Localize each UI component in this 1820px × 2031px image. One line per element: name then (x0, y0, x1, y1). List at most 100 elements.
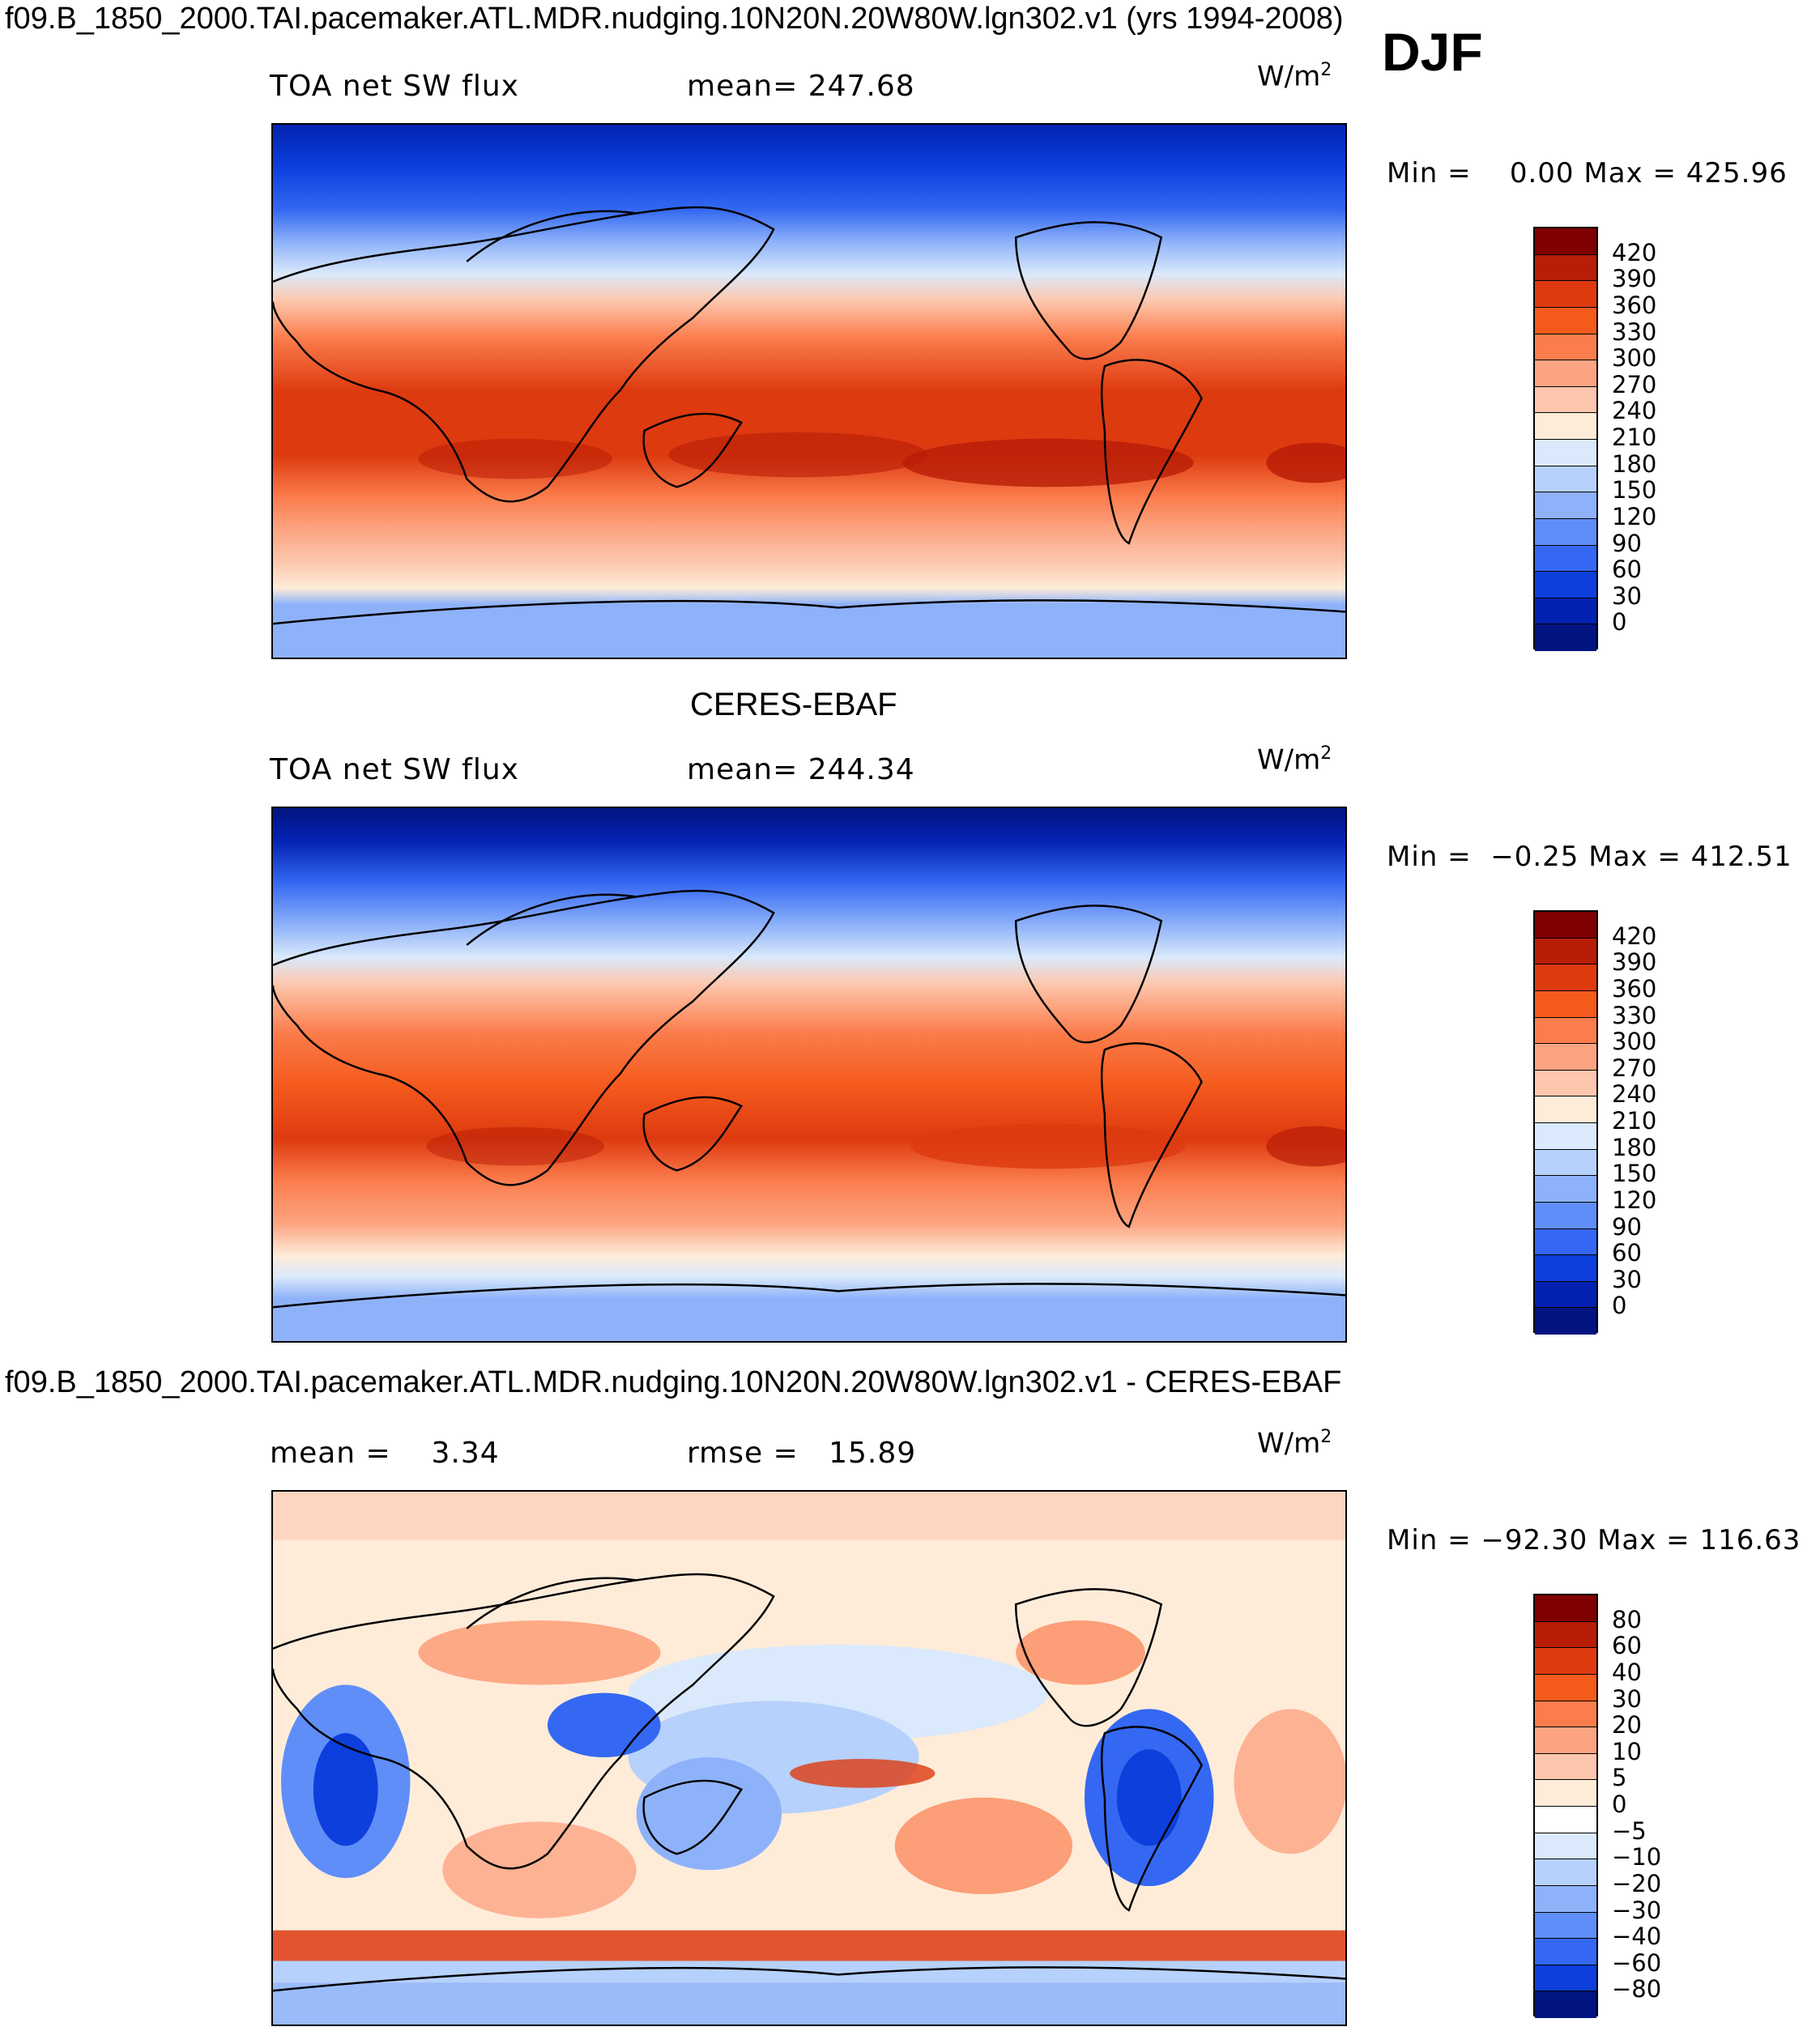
panel2-variable: TOA net SW flux (270, 753, 519, 786)
colorbar-label: 120 (1612, 502, 1657, 530)
panel1-colorbar (1533, 227, 1598, 651)
colorbar-cell (1535, 440, 1596, 466)
colorbar-label: 240 (1612, 397, 1657, 425)
colorbar-label: 270 (1612, 1054, 1657, 1082)
colorbar-cell (1535, 1939, 1596, 1965)
colorbar-cell (1535, 386, 1596, 414)
colorbar-cell (1535, 1176, 1596, 1203)
colorbar-cell (1535, 938, 1596, 965)
colorbar-cell (1535, 1648, 1596, 1675)
colorbar-cell (1535, 545, 1596, 573)
panel1-variable: TOA net SW flux (270, 70, 519, 103)
colorbar-label: 300 (1612, 344, 1657, 373)
colorbar-cell (1535, 1701, 1596, 1728)
colorbar-label: 5 (1612, 1764, 1627, 1792)
colorbar-cell (1535, 1149, 1596, 1177)
panel2-map (271, 807, 1347, 1343)
colorbar-label: 390 (1612, 265, 1657, 293)
panel3-title: f09.B_1850_2000.TAI.pacemaker.ATL.MDR.nu… (5, 1365, 1342, 1399)
season-label: DJF (1382, 22, 1483, 82)
colorbar-cell (1535, 1308, 1596, 1335)
colorbar-cell (1535, 1885, 1596, 1913)
panel3-units: W/m2 (1257, 1427, 1332, 1460)
colorbar-label: 180 (1612, 1133, 1657, 1161)
colorbar-cell (1535, 1595, 1596, 1622)
colorbar-label: 390 (1612, 948, 1657, 977)
colorbar-cell (1535, 1912, 1596, 1939)
colorbar-cell (1535, 1255, 1596, 1282)
colorbar-label: 420 (1612, 238, 1657, 266)
panel1-map (271, 123, 1347, 659)
colorbar-cell (1535, 492, 1596, 519)
colorbar-cell (1535, 281, 1596, 308)
colorbar-label: 30 (1612, 1265, 1642, 1293)
colorbar-label: 60 (1612, 1632, 1642, 1660)
colorbar-cell (1535, 1833, 1596, 1860)
colorbar-label: 0 (1612, 1790, 1627, 1818)
panel2-mean: mean= 244.34 (687, 753, 915, 786)
panel3-field (273, 1492, 1345, 2025)
colorbar-cell (1535, 1859, 1596, 1886)
colorbar-cell (1535, 1123, 1596, 1150)
panel1-field (273, 125, 1345, 658)
colorbar-label: 150 (1612, 476, 1657, 505)
colorbar-label: 60 (1612, 556, 1642, 584)
colorbar-cell (1535, 518, 1596, 546)
panel3-map (271, 1490, 1347, 2026)
colorbar-label: 60 (1612, 1239, 1642, 1267)
colorbar-cell (1535, 1096, 1596, 1123)
colorbar-cell (1535, 624, 1596, 651)
colorbar-label: 330 (1612, 1001, 1657, 1029)
panel1-units: W/m2 (1257, 60, 1332, 93)
colorbar-label: −30 (1612, 1896, 1662, 1924)
panel1-mean: mean= 247.68 (687, 70, 915, 103)
colorbar-label: 30 (1612, 581, 1642, 610)
colorbar-label: 40 (1612, 1658, 1642, 1686)
colorbar-cell (1535, 360, 1596, 387)
colorbar-cell (1535, 1807, 1596, 1833)
colorbar-label: 80 (1612, 1605, 1642, 1633)
colorbar-label: 360 (1612, 974, 1657, 1003)
colorbar-cell (1535, 1965, 1596, 1992)
colorbar-cell (1535, 413, 1596, 440)
colorbar-cell (1535, 228, 1596, 255)
panel3-rmse: rmse = 15.89 (687, 1437, 917, 1470)
colorbar-cell (1535, 1780, 1596, 1807)
colorbar-label: 300 (1612, 1028, 1657, 1056)
panel2-field (273, 808, 1345, 1341)
colorbar-label: 270 (1612, 370, 1657, 398)
colorbar-cell (1535, 1753, 1596, 1781)
colorbar-cell (1535, 990, 1596, 1018)
colorbar-label: 90 (1612, 529, 1642, 557)
panel3-minmax: Min = −92.30 Max = 116.63 (1387, 1524, 1801, 1556)
colorbar-cell (1535, 1228, 1596, 1256)
panel2-minmax: Min = −0.25 Max = 412.51 (1387, 841, 1792, 873)
colorbar-cell (1535, 466, 1596, 493)
colorbar-cell (1535, 912, 1596, 939)
colorbar-cell (1535, 1044, 1596, 1071)
colorbar-cell (1535, 1281, 1596, 1309)
case-title: f09.B_1850_2000.TAI.pacemaker.ATL.MDR.nu… (5, 2, 1344, 36)
colorbar-label: −60 (1612, 1948, 1662, 1977)
colorbar-label: 360 (1612, 291, 1657, 319)
colorbar-cell (1535, 334, 1596, 361)
panel2-title: CERES-EBAF (690, 687, 897, 722)
colorbar-label: 330 (1612, 317, 1657, 346)
colorbar-label: 0 (1612, 608, 1627, 637)
colorbar-cell (1535, 1991, 1596, 2018)
colorbar-cell (1535, 1621, 1596, 1649)
colorbar-label: 10 (1612, 1737, 1642, 1765)
colorbar-label: −10 (1612, 1843, 1662, 1871)
colorbar-cell (1535, 254, 1596, 282)
colorbar-cell (1535, 598, 1596, 625)
colorbar-cell (1535, 1727, 1596, 1754)
panel2-units: W/m2 (1257, 743, 1332, 777)
colorbar-label: 0 (1612, 1292, 1627, 1320)
colorbar-cell (1535, 572, 1596, 598)
colorbar-label: 90 (1612, 1212, 1642, 1241)
colorbar-label: 210 (1612, 424, 1657, 451)
colorbar-cell (1535, 964, 1596, 991)
colorbar-cell (1535, 1202, 1596, 1229)
colorbar-label: −5 (1612, 1816, 1647, 1845)
panel2-colorbar (1533, 910, 1598, 1335)
